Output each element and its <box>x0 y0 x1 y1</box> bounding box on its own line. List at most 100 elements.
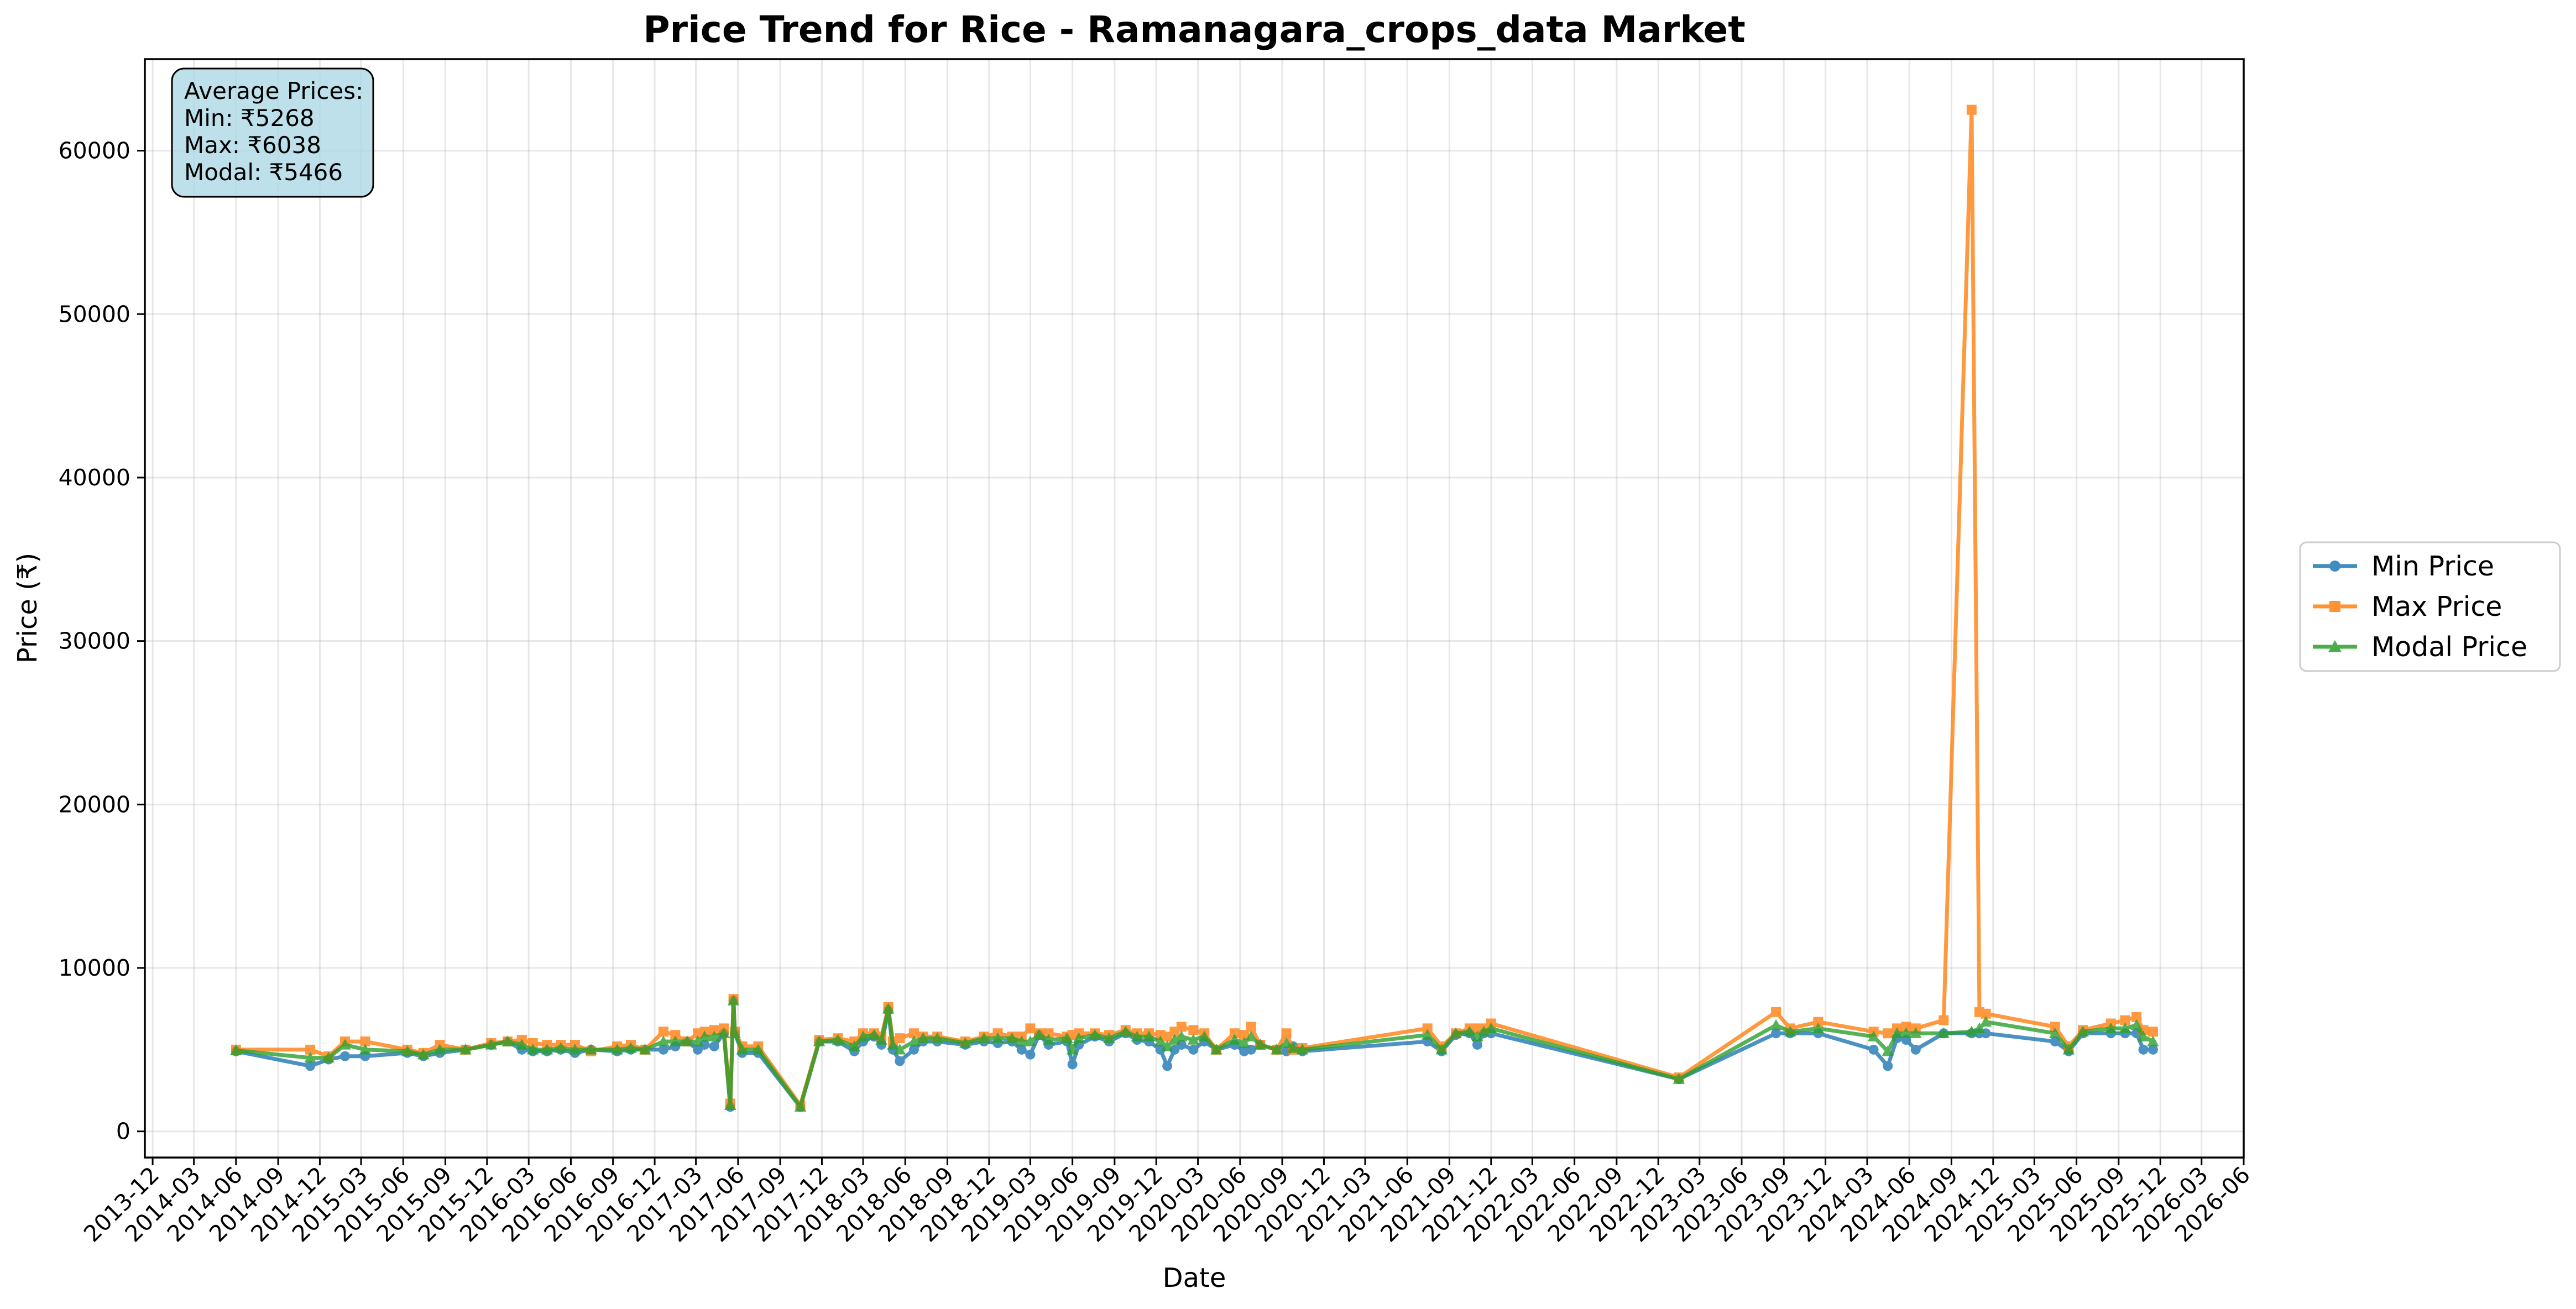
modal-price-point <box>1033 1029 1045 1040</box>
legend-max-price-marker <box>2329 601 2340 612</box>
min-price-point <box>709 1041 719 1051</box>
max-price-point <box>1025 1023 1036 1034</box>
modal-price-point <box>875 1034 887 1045</box>
modal-price-point <box>1161 1040 1173 1051</box>
modal-price-point <box>1175 1030 1188 1041</box>
modal-price-point <box>1882 1045 1894 1056</box>
modal-price-point <box>359 1044 372 1055</box>
modal-price-point <box>417 1048 430 1060</box>
modal-price-point <box>541 1044 553 1055</box>
modal-price-point <box>887 1039 899 1050</box>
modal-price-point <box>848 1040 861 1051</box>
max-price-point <box>1239 1030 1250 1040</box>
modal-price-point <box>1229 1034 1241 1045</box>
modal-price-point <box>611 1044 623 1055</box>
series-layer <box>230 104 2159 1112</box>
min-price-point <box>2147 1044 2158 1055</box>
max-price-point <box>1966 104 1977 115</box>
max-price-point <box>658 1027 668 1037</box>
modal-price-point <box>459 1044 472 1055</box>
modal-price-point <box>1119 1025 1132 1036</box>
modal-price-point <box>2077 1025 2089 1036</box>
chart-title: Price Trend for Rice - Ramanagara_crops_… <box>643 8 1746 51</box>
average-max-price: Max: ₹6038 <box>184 132 321 159</box>
modal-price-point <box>1280 1037 1293 1048</box>
modal-price-point <box>230 1044 242 1055</box>
average-min-price: Min: ₹5268 <box>184 104 315 132</box>
min-price-point <box>1025 1049 1036 1060</box>
modal-price-point <box>2062 1044 2075 1055</box>
modal-price-point <box>1066 1044 1079 1055</box>
legend-min-price-label: Min Price <box>2371 551 2494 582</box>
legend-max-price-label: Max Price <box>2371 591 2502 622</box>
modal-price-point <box>1891 1027 1903 1038</box>
max-price-point <box>1422 1023 1433 1034</box>
modal-price-point <box>692 1035 704 1046</box>
y-axis-label: Price (₹) <box>12 553 43 663</box>
modal-price-point <box>1910 1027 1922 1038</box>
max-price-point <box>1938 1015 1949 1025</box>
modal-price-point <box>1238 1037 1251 1048</box>
modal-price-point <box>1450 1027 1462 1038</box>
max-price-point <box>1883 1028 1893 1039</box>
max-price-point <box>2050 1022 2060 1032</box>
modal-price-point <box>1784 1025 1796 1036</box>
min-price-point <box>895 1056 905 1066</box>
max-price-point <box>2131 1012 2142 1022</box>
max-price-point <box>1281 1028 1292 1039</box>
modal-price-point <box>1060 1032 1073 1043</box>
modal-price-point <box>1287 1042 1299 1053</box>
y-tick-label: 30000 <box>59 628 130 654</box>
max-price-point <box>1043 1028 1054 1039</box>
min-price-point <box>1868 1044 1879 1055</box>
modal-price-point <box>893 1044 906 1055</box>
modal-price-point <box>625 1042 637 1053</box>
average-modal-price: Modal: ₹5466 <box>184 159 343 186</box>
legend-min-price-marker <box>2329 561 2340 572</box>
modal-price-point <box>1015 1035 1028 1046</box>
max-price-point <box>895 1033 905 1044</box>
min-price-point <box>1067 1059 1078 1070</box>
modal-price-point <box>1210 1044 1222 1055</box>
x-axis-label: Date <box>1163 1263 1226 1294</box>
max-price-point <box>305 1044 316 1055</box>
y-tick-label: 20000 <box>59 791 130 818</box>
legend-modal-price-label: Modal Price <box>2371 631 2527 663</box>
modal-price-point <box>669 1035 682 1046</box>
y-tick-label: 0 <box>116 1118 130 1145</box>
min-price-point <box>908 1044 919 1055</box>
modal-price-point <box>991 1032 1004 1043</box>
modal-price-point <box>1168 1034 1181 1045</box>
modal-price-point <box>2147 1035 2159 1046</box>
modal-price-point <box>868 1029 880 1040</box>
modal-price-point <box>978 1032 990 1043</box>
modal-price-point <box>832 1034 844 1045</box>
max-price-point <box>1771 1007 1781 1017</box>
modal-price-point <box>1103 1032 1115 1043</box>
modal-price-point <box>727 994 740 1006</box>
max-price-point <box>1981 1008 1991 1019</box>
modal-price-point <box>2049 1027 2061 1038</box>
modal-price-point <box>304 1051 316 1063</box>
modal-price-point <box>1296 1044 1309 1055</box>
modal-price-point <box>1435 1044 1448 1055</box>
min-price-point <box>1910 1044 1921 1055</box>
max-price-point <box>709 1025 719 1035</box>
modal-price-point <box>2130 1019 2143 1030</box>
modal-price-point <box>1143 1030 1155 1041</box>
modal-price-point <box>485 1039 498 1050</box>
modal-price-point <box>555 1042 567 1053</box>
modal-price-point <box>813 1035 825 1046</box>
modal-price-point <box>1254 1039 1267 1050</box>
modal-price-point <box>1673 1073 1685 1084</box>
modal-price-point <box>1812 1022 1825 1034</box>
modal-price-point <box>882 1003 895 1014</box>
min-price-point <box>658 1044 668 1055</box>
legend-modal-price-swatch <box>2313 640 2357 652</box>
min-price-point <box>692 1044 703 1055</box>
modal-price-point <box>433 1044 446 1055</box>
modal-price-point <box>1471 1030 1483 1041</box>
modal-price-point <box>1131 1030 1143 1041</box>
modal-price-point <box>585 1044 597 1055</box>
